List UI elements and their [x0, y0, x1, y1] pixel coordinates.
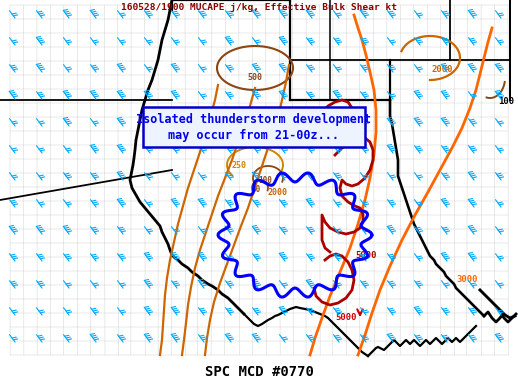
- FancyBboxPatch shape: [143, 107, 365, 147]
- Text: Isolated thunderstorm development: Isolated thunderstorm development: [136, 114, 371, 126]
- Text: 250: 250: [231, 161, 246, 170]
- Text: 500: 500: [248, 73, 263, 82]
- Text: 100: 100: [258, 176, 272, 185]
- Text: may occur from 21-00z...: may occur from 21-00z...: [168, 128, 339, 142]
- Text: 5000: 5000: [355, 251, 377, 260]
- Text: 50: 50: [251, 185, 260, 194]
- Text: 5000: 5000: [335, 313, 356, 322]
- Text: 3000: 3000: [456, 275, 478, 284]
- Text: 100: 100: [498, 97, 514, 106]
- Text: 160528/1900 MUCAPE j/kg, Effective Bulk Shear kt: 160528/1900 MUCAPE j/kg, Effective Bulk …: [121, 3, 397, 12]
- Text: 2000: 2000: [268, 188, 288, 197]
- Text: 2000: 2000: [432, 65, 453, 74]
- Text: 4000: 4000: [325, 131, 347, 140]
- Text: SPC MCD #0770: SPC MCD #0770: [205, 365, 313, 379]
